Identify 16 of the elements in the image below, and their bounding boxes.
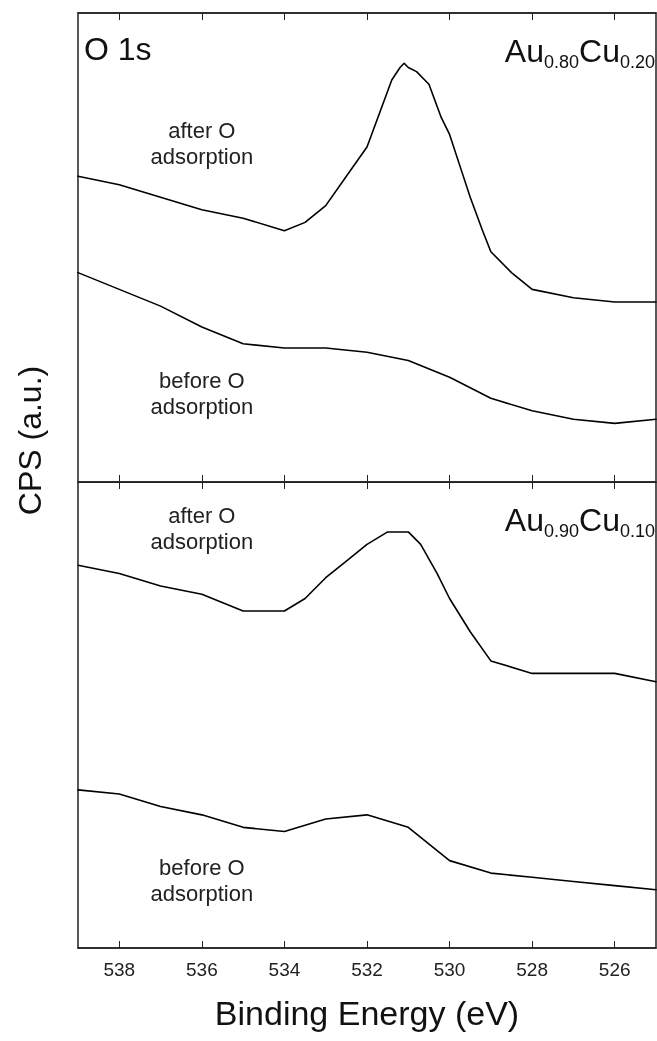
x-tick-label: 536 — [186, 959, 218, 980]
x-tick-label: 530 — [433, 959, 466, 980]
y-axis-title: CPS (a.u.) — [12, 365, 50, 515]
x-tick-label: 526 — [598, 959, 631, 980]
series-label: before O adsorption — [150, 855, 254, 907]
x-axis-title: Binding Energy (eV) — [214, 994, 520, 1032]
series-label: before O adsorption — [150, 367, 254, 419]
x-tick-label: 528 — [516, 959, 548, 980]
series-label: after O adsorption — [150, 502, 254, 554]
x-tick-label: 534 — [268, 959, 301, 980]
x-tick-label: 538 — [103, 959, 136, 980]
x-tick-label: 532 — [351, 959, 383, 980]
chart-title: O 1s — [84, 31, 152, 67]
annotation: Au$_{0.90}$Cu$_{0.10}$ — [504, 502, 655, 541]
annotation: Au$_{0.80}$Cu$_{0.20}$ — [504, 33, 655, 72]
series-label: after O adsorption — [150, 118, 254, 170]
